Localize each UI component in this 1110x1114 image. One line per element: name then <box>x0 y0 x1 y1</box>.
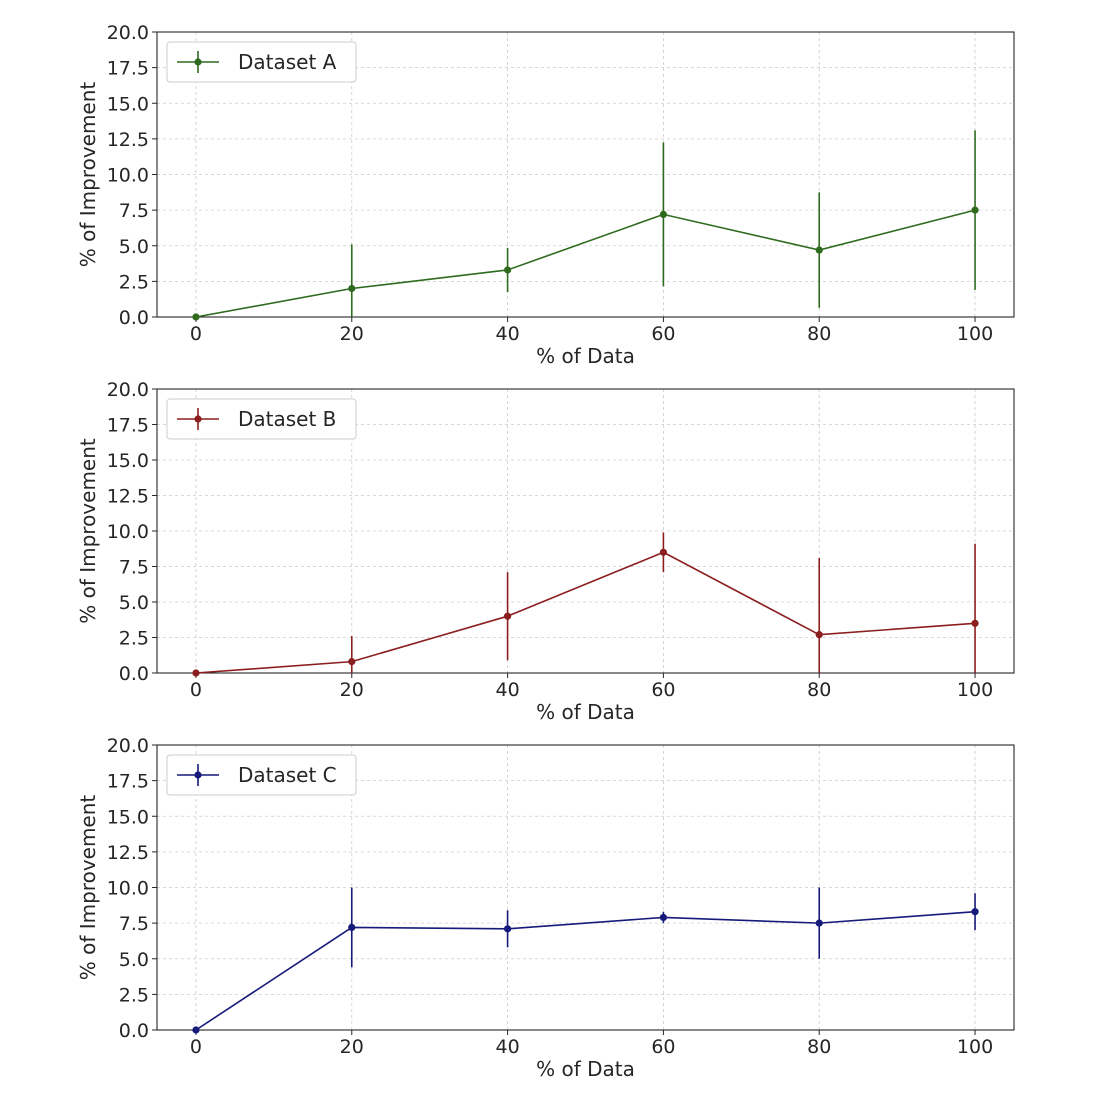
x-tick-label: 20 <box>340 323 364 345</box>
y-tick-label: 12.5 <box>107 842 149 864</box>
y-axis-label: % of Improvement <box>76 795 100 981</box>
data-point <box>659 913 668 922</box>
legend-marker <box>194 771 202 779</box>
subplot-1: 0.0 2.5 5.0 7.5 10.0 12.5 15.0 17.5 20.0 0 20 40 60 8… <box>76 22 1015 368</box>
y-tick-label: 2.5 <box>119 628 149 650</box>
data-point <box>971 619 979 627</box>
legend-label: Dataset A <box>238 50 337 74</box>
y-axis-label: % of Improvement <box>76 82 100 268</box>
y-tick-label: 12.5 <box>107 486 149 508</box>
x-tick-label: 0 <box>190 323 202 345</box>
subplot-2: 0.0 2.5 5.0 7.5 10.0 12.5 15.0 17.5 20.0 0 20 40 60 8… <box>76 379 1015 724</box>
x-tick-label: 60 <box>651 679 675 701</box>
legend-marker <box>194 58 202 66</box>
data-point <box>815 919 823 927</box>
y-tick-label: 10.0 <box>107 878 149 900</box>
y-axis-label: % of Improvement <box>76 438 100 624</box>
legend-label: Dataset B <box>238 407 336 431</box>
data-point <box>348 923 356 932</box>
y-tick-label: 17.5 <box>107 415 149 437</box>
data-point <box>815 246 823 254</box>
series-line <box>195 551 976 674</box>
series-line <box>195 209 976 318</box>
data-point <box>659 210 668 218</box>
data-point <box>971 206 979 214</box>
y-tick-label: 17.5 <box>107 58 149 80</box>
axes-frame <box>156 744 1015 1031</box>
data-point <box>503 925 512 933</box>
x-tick-label: 0 <box>190 1036 202 1058</box>
x-tick-label: 80 <box>807 679 831 701</box>
y-tick-label: 5.0 <box>119 236 149 258</box>
legend-marker <box>194 415 202 423</box>
y-tick-label: 7.5 <box>119 913 149 935</box>
y-tick-label: 15.0 <box>107 806 149 828</box>
x-tick-label: 40 <box>495 1036 519 1058</box>
y-tick-label: 0.0 <box>119 307 149 329</box>
y-tick-label: 20.0 <box>107 22 149 44</box>
y-tick-label: 10.0 <box>107 521 149 543</box>
x-tick-label: 100 <box>957 1036 993 1058</box>
y-tick-label: 20.0 <box>107 379 149 401</box>
y-tick-label: 5.0 <box>119 949 149 971</box>
x-axis-label: % of Data <box>536 344 635 368</box>
data-point <box>348 284 356 293</box>
legend-box <box>166 398 357 440</box>
x-tick-label: 0 <box>190 679 202 701</box>
x-axis-label: % of Data <box>536 700 635 724</box>
y-tick-label: 12.5 <box>107 129 149 151</box>
data-point <box>192 1026 200 1034</box>
subplot-3: 0.0 2.5 5.0 7.5 10.0 12.5 15.0 17.5 20.0 0 20 40 60 8… <box>76 735 1015 1081</box>
data-point <box>659 548 668 556</box>
y-tick-label: 7.5 <box>119 557 149 579</box>
x-tick-label: 60 <box>651 1036 675 1058</box>
axes-frame <box>156 31 1015 318</box>
y-tick-label: 15.0 <box>107 450 149 472</box>
data-point <box>192 669 200 677</box>
x-tick-label: 20 <box>340 679 364 701</box>
y-tick-label: 15.0 <box>107 93 149 115</box>
y-tick-label: 2.5 <box>119 984 149 1006</box>
y-tick-label: 7.5 <box>119 200 149 222</box>
y-tick-label: 0.0 <box>119 663 149 685</box>
y-tick-label: 2.5 <box>119 271 149 293</box>
data-point <box>503 612 512 620</box>
data-point <box>192 313 200 321</box>
x-tick-label: 80 <box>807 323 831 345</box>
data-point <box>815 631 823 639</box>
y-tick-label: 0.0 <box>119 1020 149 1042</box>
x-tick-label: 40 <box>495 323 519 345</box>
y-tick-label: 10.0 <box>107 165 149 187</box>
data-point <box>503 266 512 274</box>
legend-box <box>166 754 357 796</box>
x-tick-label: 100 <box>957 323 993 345</box>
x-tick-label: 40 <box>495 679 519 701</box>
axes-frame <box>156 388 1015 674</box>
x-axis-label: % of Data <box>536 1057 635 1081</box>
x-tick-label: 20 <box>340 1036 364 1058</box>
y-tick-label: 5.0 <box>119 592 149 614</box>
x-tick-label: 80 <box>807 1036 831 1058</box>
x-tick-label: 60 <box>651 323 675 345</box>
legend-box <box>166 41 357 83</box>
legend-label: Dataset C <box>238 763 337 787</box>
y-tick-label: 20.0 <box>107 735 149 757</box>
data-point <box>971 908 979 916</box>
data-point <box>348 658 356 666</box>
x-tick-label: 100 <box>957 679 993 701</box>
series-line <box>195 910 976 1031</box>
y-tick-label: 17.5 <box>107 771 149 793</box>
